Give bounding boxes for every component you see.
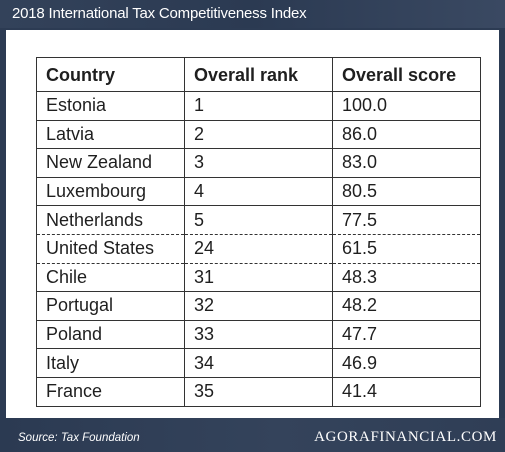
cell-score: 86.0: [332, 119, 481, 150]
cell-country: United States: [36, 233, 185, 264]
cell-rank: 24: [184, 233, 333, 264]
cell-score: 61.5: [332, 233, 481, 264]
column-header-score: Overall score: [332, 57, 481, 92]
cell-rank: 32: [184, 291, 333, 321]
cell-country: Chile: [36, 262, 185, 293]
title-bar: 2018 International Tax Competitiveness I…: [0, 0, 505, 28]
table-row: Netherlands 5 77.5: [36, 205, 481, 235]
cell-rank: 5: [184, 205, 333, 235]
table-row: New Zealand 3 83.0: [36, 148, 481, 178]
table-header-row: Country Overall rank Overall score: [36, 57, 481, 92]
cell-score: 83.0: [332, 148, 481, 178]
cell-score: 48.2: [332, 291, 481, 321]
cell-country: New Zealand: [36, 148, 185, 178]
cell-country: Italy: [36, 348, 185, 378]
table-row: Chile 31 48.3: [36, 262, 481, 293]
cell-rank: 34: [184, 348, 333, 378]
column-header-country: Country: [36, 57, 185, 92]
cell-score: 46.9: [332, 348, 481, 378]
source-note: Source: Tax Foundation: [18, 432, 140, 444]
cell-country: France: [36, 376, 185, 407]
table-row: Luxembourg 4 80.5: [36, 176, 481, 207]
table-row: Poland 33 47.7: [36, 319, 481, 350]
cell-score: 41.4: [332, 376, 481, 407]
table-row: France 35 41.4: [36, 376, 481, 407]
cell-score: 77.5: [332, 205, 481, 235]
cell-score: 80.5: [332, 176, 481, 207]
cell-score: 100.0: [332, 91, 481, 121]
table-row: Italy 34 46.9: [36, 348, 481, 378]
table-row: United States 24 61.5: [36, 233, 481, 264]
cell-rank: 35: [184, 376, 333, 407]
cell-rank: 4: [184, 176, 333, 207]
table-row: Latvia 2 86.0: [36, 119, 481, 150]
cell-rank: 3: [184, 148, 333, 178]
table-body: Estonia 1 100.0 Latvia 2 86.0 New Zealand 3 83.0…: [36, 91, 481, 407]
cell-country: Portugal: [36, 291, 185, 321]
cell-score: 48.3: [332, 262, 481, 293]
chart-title: 2018 International Tax Competitiveness I…: [12, 5, 307, 22]
column-header-rank: Overall rank: [184, 57, 333, 92]
cell-rank: 2: [184, 119, 333, 150]
cell-rank: 33: [184, 319, 333, 350]
cell-rank: 1: [184, 91, 333, 121]
cell-country: Poland: [36, 319, 185, 350]
table-row: Portugal 32 48.2: [36, 291, 481, 321]
cell-country: Latvia: [36, 119, 185, 150]
table-row: Estonia 1 100.0: [36, 91, 481, 121]
brand-logo-text: AGORAFINANCIAL.COM: [314, 429, 497, 445]
cell-country: Netherlands: [36, 205, 185, 235]
footer-bar: Source: Tax Foundation AGORAFINANCIAL.CO…: [0, 418, 505, 452]
cell-rank: 31: [184, 262, 333, 293]
cell-country: Estonia: [36, 91, 185, 121]
cell-country: Luxembourg: [36, 176, 185, 207]
cell-score: 47.7: [332, 319, 481, 350]
data-table: Country Overall rank Overall score Eston…: [36, 57, 481, 407]
